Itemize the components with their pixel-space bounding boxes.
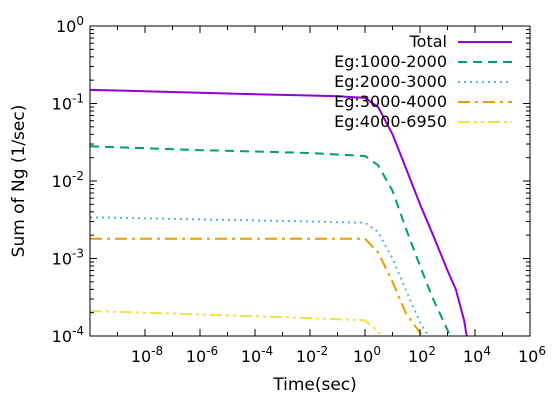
y-tick-label: 10-3 bbox=[52, 247, 84, 269]
legend-label: Total bbox=[409, 32, 447, 51]
series-line-1 bbox=[90, 88, 468, 336]
y-tick-label: 100 bbox=[56, 14, 84, 36]
series-line-5 bbox=[90, 310, 383, 336]
legend-label: Eg:4000-6950 bbox=[334, 112, 447, 131]
series-line-4 bbox=[90, 237, 424, 336]
x-tick-label: 10-4 bbox=[241, 344, 273, 366]
legend: TotalEg:1000-2000Eg:2000-3000Eg:3000-400… bbox=[334, 32, 512, 131]
y-tick-label: 10-1 bbox=[52, 92, 84, 114]
x-tick-label: 106 bbox=[518, 344, 546, 366]
y-tick-label: 10-4 bbox=[52, 324, 84, 346]
x-tick-label: 10-8 bbox=[131, 344, 163, 366]
legend-label: Eg:3000-4000 bbox=[334, 92, 447, 111]
plot-frame bbox=[89, 25, 531, 337]
x-tick-label: 10-2 bbox=[296, 344, 328, 366]
x-tick-label: 102 bbox=[408, 344, 436, 366]
x-tick-label: 104 bbox=[463, 344, 491, 366]
x-axis-label: Time(sec) bbox=[272, 375, 357, 394]
legend-label: Eg:1000-2000 bbox=[334, 52, 447, 71]
series-line-2 bbox=[90, 145, 451, 336]
legend-label: Eg:2000-3000 bbox=[334, 72, 447, 91]
x-tick-label: 100 bbox=[353, 344, 381, 366]
series-line-3 bbox=[90, 216, 430, 336]
y-tick-label: 10-2 bbox=[52, 169, 84, 191]
y-axis-label: Sum of Ng (1/sec) bbox=[9, 105, 29, 258]
x-tick-label: 10-6 bbox=[186, 344, 218, 366]
